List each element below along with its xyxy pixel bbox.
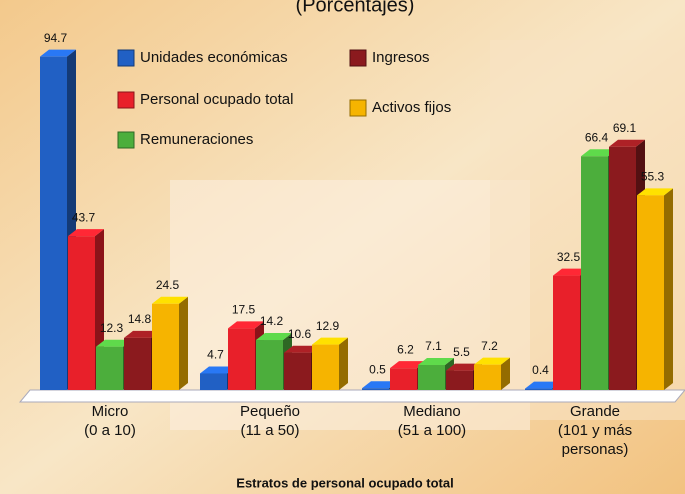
legend-swatch <box>117 91 135 109</box>
x-tick-label: (101 y más <box>558 422 632 439</box>
bar <box>581 156 608 390</box>
bar-top <box>418 358 454 366</box>
bar-top <box>284 345 320 353</box>
chart-title: (Porcentajes) <box>296 0 415 16</box>
legend-label: Personal ocupado total <box>140 91 293 108</box>
bar-top <box>96 339 132 347</box>
bar <box>390 368 417 390</box>
x-tick-label: Grande <box>570 403 620 420</box>
bar <box>474 364 501 390</box>
value-label: 94.7 <box>44 31 68 45</box>
value-label: 14.2 <box>260 314 284 328</box>
x-tick-label: Mediano <box>403 403 461 420</box>
bar-top <box>152 296 188 304</box>
legend-label: Ingresos <box>372 49 430 66</box>
legend-label: Unidades económicas <box>140 49 288 66</box>
bar <box>446 370 473 390</box>
bar-side <box>501 357 510 390</box>
floor <box>18 389 685 403</box>
bar <box>228 328 255 390</box>
value-label: 24.5 <box>156 278 180 292</box>
legend-label: Activos fijos <box>372 99 451 116</box>
bar-top <box>637 188 673 196</box>
bar <box>553 275 580 390</box>
value-label: 69.1 <box>613 121 637 135</box>
value-label: 14.8 <box>128 312 152 326</box>
bar <box>609 146 636 390</box>
bar-side <box>664 188 673 390</box>
value-label: 12.9 <box>316 319 340 333</box>
bar-top <box>553 268 589 276</box>
bar <box>284 352 311 390</box>
value-label: 10.6 <box>288 327 312 341</box>
bar-top <box>228 321 264 329</box>
bar-side <box>179 296 188 390</box>
bar-top <box>200 366 236 374</box>
legend-swatch <box>349 99 367 117</box>
value-label: 5.5 <box>453 345 470 359</box>
bar-top <box>390 361 426 369</box>
x-tick-label: personas) <box>562 441 629 458</box>
x-tick-label: (0 a 10) <box>84 422 136 439</box>
legend-label: Remuneraciones <box>140 131 253 148</box>
value-label: 32.5 <box>557 250 581 264</box>
x-tick-label: (11 a 50) <box>241 422 300 439</box>
bar <box>362 388 389 390</box>
bar <box>637 195 664 390</box>
value-label: 43.7 <box>72 210 96 224</box>
x-tick-label: (51 a 100) <box>398 422 466 439</box>
bar <box>256 340 283 390</box>
bar <box>312 344 339 390</box>
value-label: 66.4 <box>585 130 609 144</box>
value-label: 55.3 <box>641 170 665 184</box>
bar-top <box>446 363 482 371</box>
bar-top <box>581 149 617 157</box>
bar-top <box>256 333 292 341</box>
bar-top <box>312 337 348 345</box>
legend-swatch <box>117 49 135 67</box>
value-label: 0.4 <box>532 363 549 377</box>
value-label: 0.5 <box>369 362 386 376</box>
value-label: 7.1 <box>425 339 442 353</box>
bar <box>124 337 151 390</box>
bar-top <box>474 357 510 365</box>
bar-side <box>339 337 348 390</box>
bar <box>40 56 67 390</box>
value-label: 6.2 <box>397 342 414 356</box>
bar <box>200 373 227 390</box>
bar-top <box>525 381 561 389</box>
x-tick-label: Micro <box>92 403 129 420</box>
legend-swatch <box>349 49 367 67</box>
bar-top <box>609 139 645 147</box>
bar-top <box>124 330 160 338</box>
bar <box>152 303 179 390</box>
bar <box>68 236 95 390</box>
bar-top <box>362 381 398 389</box>
x-axis-label: Estratos de personal ocupado total <box>236 475 453 490</box>
x-tick-label: Pequeño <box>240 403 300 420</box>
value-label: 4.7 <box>207 348 224 362</box>
legend-swatch <box>117 131 135 149</box>
bar-top <box>40 49 76 57</box>
bar <box>418 365 445 390</box>
value-label: 17.5 <box>232 303 256 317</box>
bar <box>96 346 123 390</box>
bar <box>525 388 552 390</box>
value-label: 12.3 <box>100 321 124 335</box>
value-label: 7.2 <box>481 339 498 353</box>
bar-top <box>68 229 104 237</box>
